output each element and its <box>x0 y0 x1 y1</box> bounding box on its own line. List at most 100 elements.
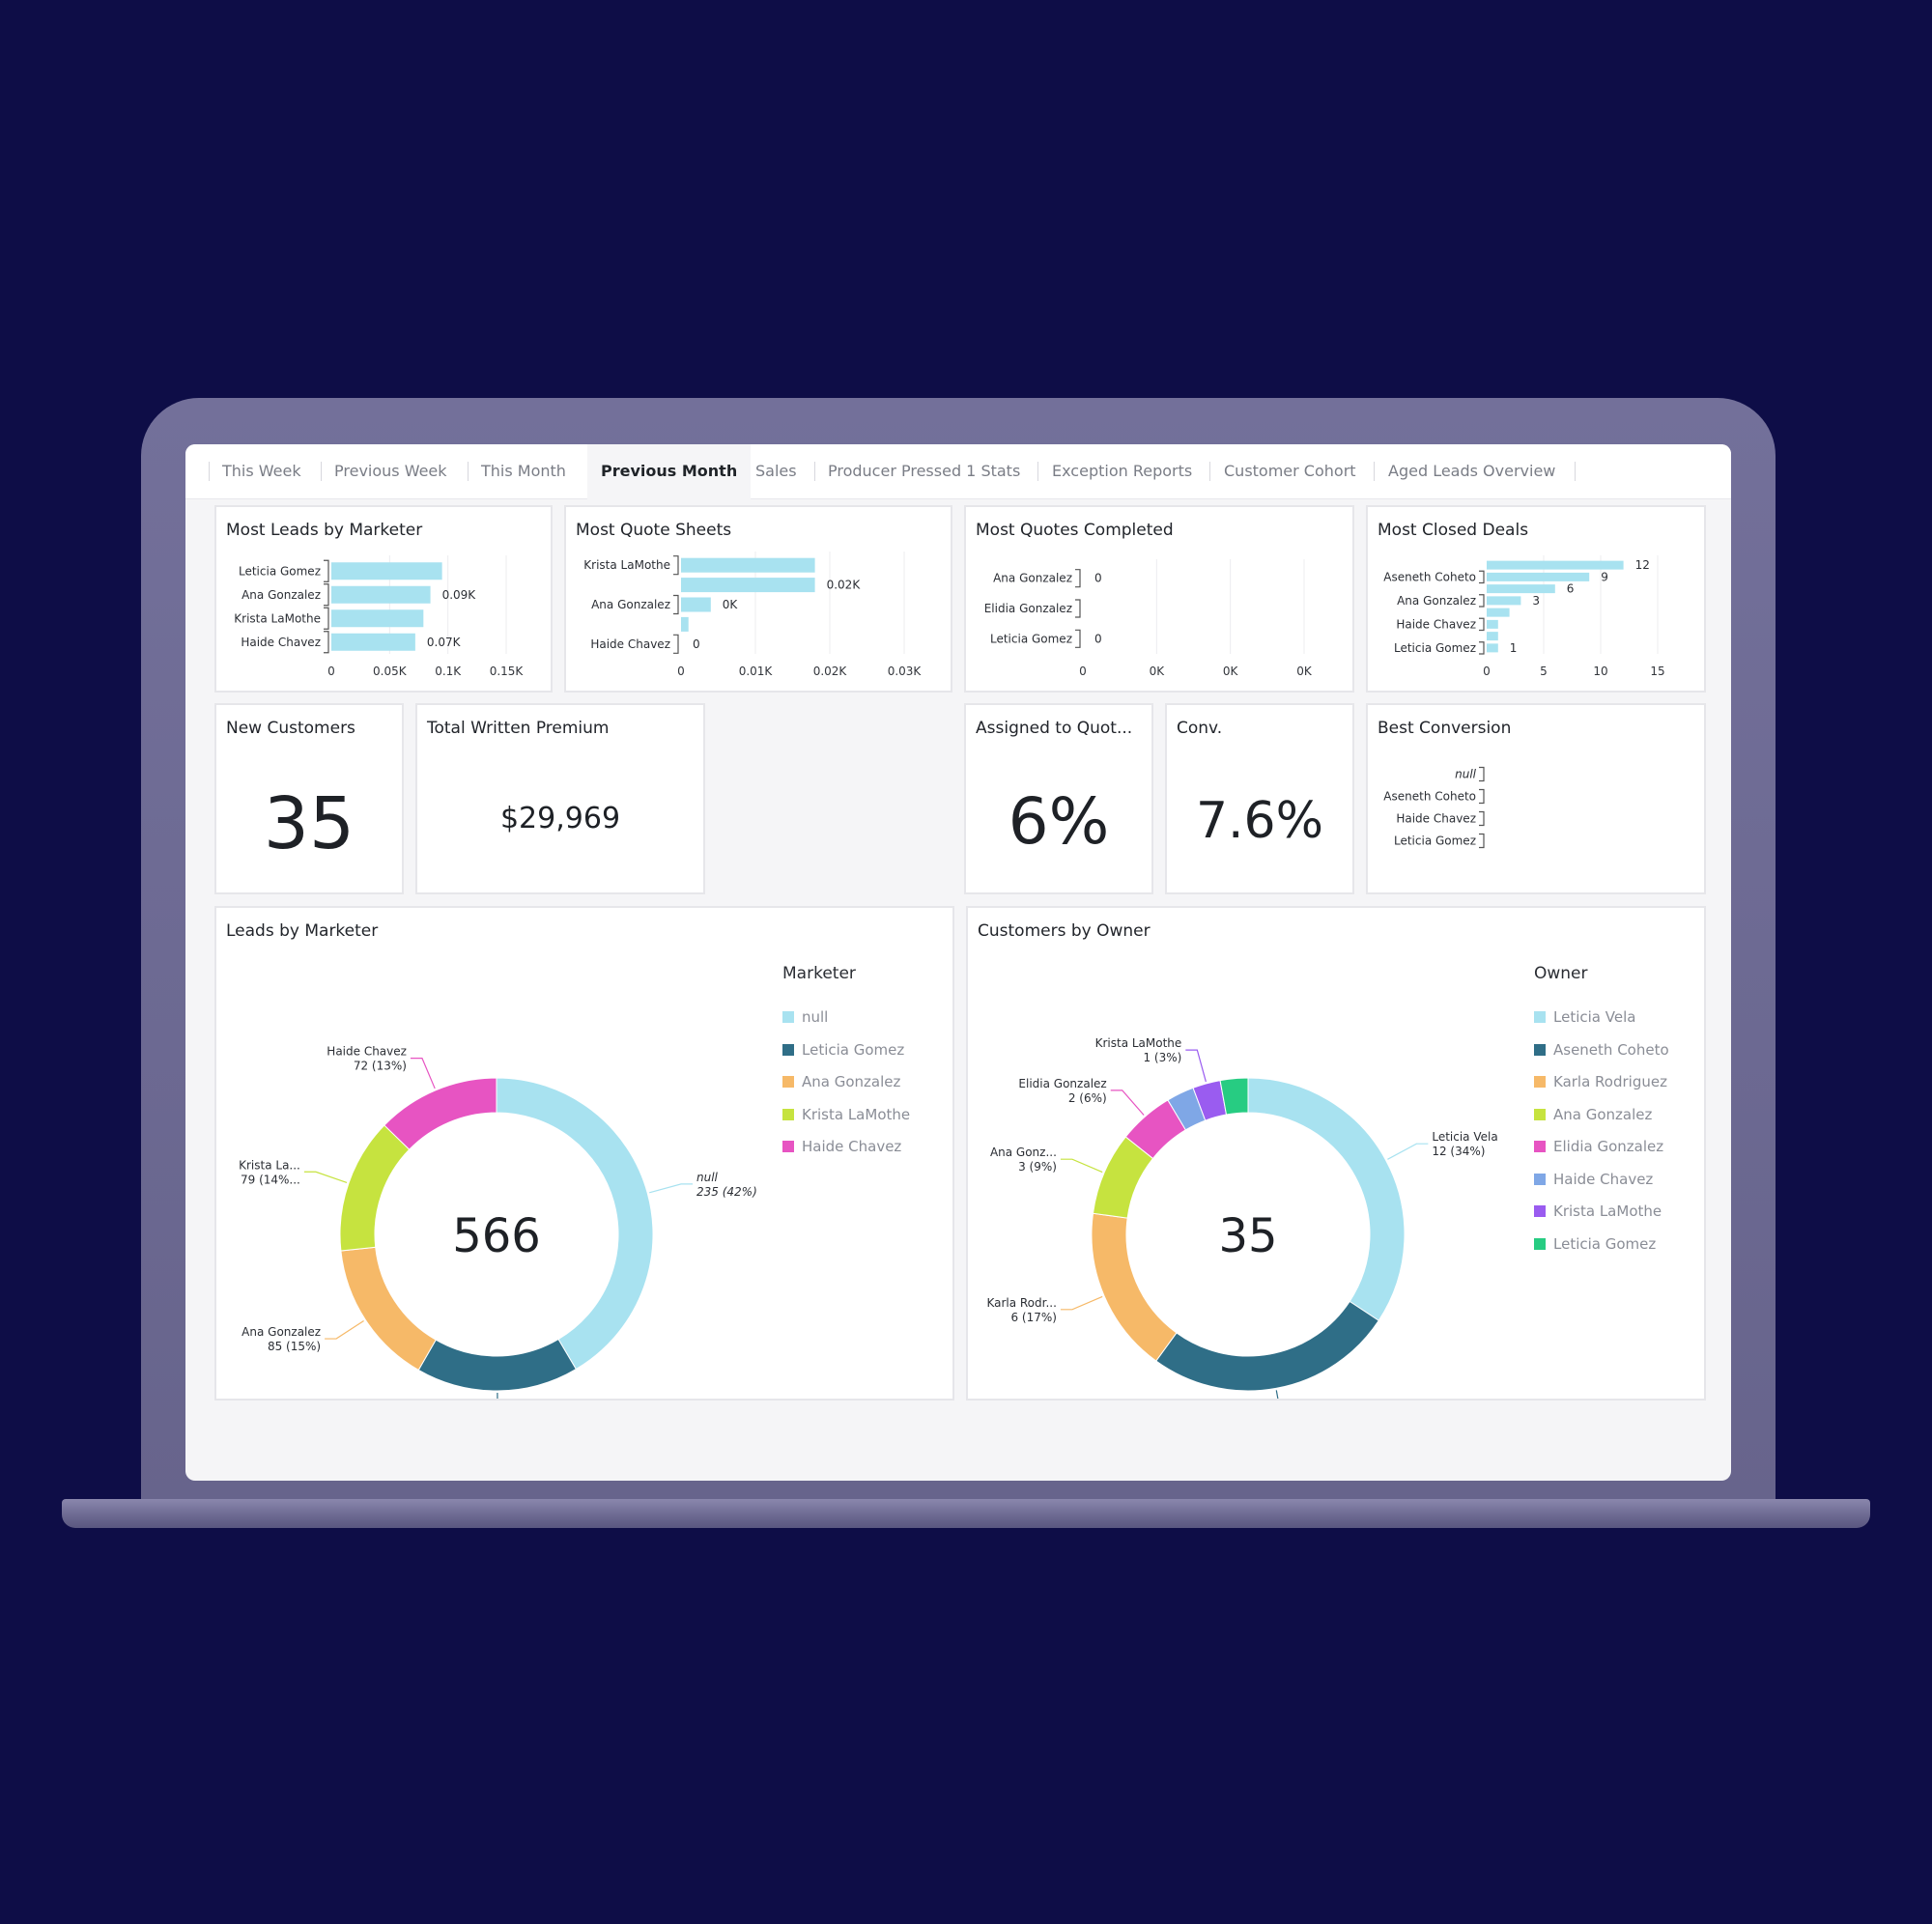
category-bracket <box>324 583 329 607</box>
panel-title: Most Leads by Marketer <box>226 521 423 540</box>
y-category-label-haide-chavez: Haide Chavez <box>1396 617 1476 631</box>
data-label: 1 <box>1510 641 1518 655</box>
bar-item-1 <box>681 578 815 593</box>
total-written-premium-value: $29,969 <box>499 802 621 835</box>
tab-customer-cohort[interactable]: Customer Cohort <box>1224 462 1356 480</box>
tab-sales[interactable]: Sales <box>755 462 797 480</box>
slice-leticia-vela <box>1247 1077 1406 1321</box>
slice-label-ana-gonzalez: Ana Gonz... 3 (9%) <box>990 1146 1057 1174</box>
tab-separator <box>468 462 469 481</box>
x-tick-label: 0.1K <box>435 665 462 678</box>
data-label: 9 <box>1601 570 1608 583</box>
tab-exception-reports[interactable]: Exception Reports <box>1052 462 1193 480</box>
leader-line <box>1387 1143 1429 1160</box>
legend-swatch <box>782 1108 794 1120</box>
panel-title: Best Conversion <box>1378 719 1512 738</box>
slice-leticia-gomez <box>1219 1077 1249 1116</box>
legend-item-haide-chavez[interactable]: Haide Chavez <box>782 1138 901 1155</box>
data-label: 12 <box>1635 558 1650 572</box>
most-leads-bar-chart: 0 0.05K 0.1K 0.15K Leticia Gomez Ana Gonzalez… <box>234 555 524 678</box>
category-bracket <box>324 559 329 582</box>
legend-item-ana-gonzalez[interactable]: Ana Gonzalez <box>1534 1106 1652 1123</box>
legend-swatch <box>1534 1076 1546 1088</box>
tab-bar: This Week Previous Week This Month Previ… <box>185 444 1731 500</box>
slice-label-line: 2 (6%) <box>1068 1091 1107 1105</box>
conv-value: 7.6% <box>1195 792 1324 850</box>
legend-swatch <box>1534 1237 1546 1250</box>
bar-leticia-gomez <box>1487 643 1498 653</box>
bar-item-2 <box>1487 584 1555 594</box>
legend-item-krista-lamothe[interactable]: Krista LaMothe <box>782 1106 910 1123</box>
slice-label-elidia-gonzalez: Elidia Gonzalez 2 (6%) <box>1018 1077 1106 1105</box>
slice-label-line: null <box>696 1171 719 1184</box>
legend-item-null[interactable]: null <box>782 1008 828 1026</box>
tab-this-month[interactable]: This Month <box>481 462 566 480</box>
legend-label: Krista LaMothe <box>802 1105 911 1123</box>
legend-swatch <box>782 1043 794 1056</box>
legend-swatch <box>1534 1173 1546 1185</box>
legend-item-leticia-vela[interactable]: Leticia Vela <box>1534 1008 1635 1026</box>
legend-item-krista-lamothe[interactable]: Krista LaMothe <box>1534 1202 1662 1220</box>
most-quote-sheets-bar-chart: 0 0.01K 0.02K 0.03K Krista LaMothe 0.02K Ana G… <box>583 552 922 678</box>
legend-item-elidia-gonzalez[interactable]: Elidia Gonzalez <box>1534 1138 1663 1155</box>
legend-label: Leticia Gomez <box>1553 1234 1657 1253</box>
bar-krista-lamothe <box>681 557 815 573</box>
slice-label-line: Ana Gonzalez <box>242 1325 321 1339</box>
data-label: 0 <box>1094 572 1102 585</box>
tab-separator <box>1575 462 1576 481</box>
slice-label-haide-chavez: Haide Chavez 72 (13%) <box>327 1045 407 1073</box>
legend-swatch <box>782 1011 794 1023</box>
leader-line <box>303 1171 348 1183</box>
legend-label: Ana Gonzalez <box>802 1073 901 1090</box>
y-category-label-ana-gonzalez: Ana Gonzalez <box>242 588 321 602</box>
slice-karla-rodriguez <box>1091 1212 1178 1362</box>
tab-aged-leads-overview[interactable]: Aged Leads Overview <box>1388 462 1556 480</box>
slice-krista-lamothe <box>339 1124 411 1252</box>
category-bracket <box>324 631 329 654</box>
slice-label-line: Karla Rodr... <box>986 1296 1056 1310</box>
legend-item-aseneth-coheto[interactable]: Aseneth Coheto <box>1534 1041 1669 1059</box>
tab-previous-week[interactable]: Previous Week <box>334 462 447 480</box>
legend-item-haide-chavez[interactable]: Haide Chavez <box>1534 1171 1653 1188</box>
slice-label-line: 85 (15%) <box>268 1340 321 1353</box>
legend-label: Haide Chavez <box>802 1138 902 1155</box>
bar-item-4 <box>1487 608 1510 617</box>
conv-panel: Conv. 7.6% <box>1165 703 1354 894</box>
tab-previous-month[interactable]: Previous Month <box>587 444 752 500</box>
bar-aseneth-coheto <box>1487 572 1590 581</box>
legend-swatch <box>782 1141 794 1152</box>
x-tick-label: 10 <box>1593 665 1607 678</box>
legend-label: Leticia Gomez <box>802 1040 905 1059</box>
legend-item-karla-rodriguez[interactable]: Karla Rodriguez <box>1534 1073 1667 1090</box>
x-tick-label: 0 <box>1079 665 1087 678</box>
legend-title: Owner <box>1534 964 1588 983</box>
bar-haide-chavez <box>331 633 415 651</box>
slice-label-line: 12 (34%) <box>1432 1145 1485 1158</box>
tab-separator <box>321 462 322 481</box>
assigned-to-quote-panel: Assigned to Quot... 6% <box>964 703 1153 894</box>
x-tick-label: 0 <box>677 665 685 678</box>
slice-label-line: Krista LaMothe <box>1095 1036 1182 1050</box>
slice-leticia-gomez <box>417 1338 577 1392</box>
data-label: 6 <box>1567 582 1575 596</box>
x-tick-label: 0.05K <box>373 665 408 678</box>
tab-producer-pressed-1-stats[interactable]: Producer Pressed 1 Stats <box>828 462 1021 480</box>
leader-line <box>410 1058 436 1089</box>
tab-this-week[interactable]: This Week <box>222 462 301 480</box>
slice-label-line: 6 (17%) <box>1010 1311 1056 1324</box>
tab-separator <box>1037 462 1038 481</box>
x-tick-label: 0K <box>1296 665 1313 678</box>
legend-item-leticia-gomez[interactable]: Leticia Gomez <box>1534 1235 1656 1253</box>
slice-label-line: 1 (3%) <box>1143 1051 1181 1064</box>
category-bracket <box>1479 833 1485 849</box>
x-tick-label: 0.02K <box>813 665 848 678</box>
most-leads-by-marketer-panel: Most Leads by Marketer 0 0.05K 0.1K 0.15K Le… <box>214 505 553 693</box>
leader-line <box>325 1319 364 1340</box>
legend-item-ana-gonzalez[interactable]: Ana Gonzalez <box>782 1073 900 1090</box>
most-closed-deals-bar-chart: 0 5 10 15 12 Aseneth Coheto 9 6 Ana Gonzalez 3 Hai… <box>1383 555 1665 678</box>
bar-item-3 <box>681 616 689 632</box>
slice-label-leticia-vela: Leticia Vela 12 (34%) <box>1432 1130 1497 1158</box>
legend-item-leticia-gomez[interactable]: Leticia Gomez <box>782 1041 904 1059</box>
